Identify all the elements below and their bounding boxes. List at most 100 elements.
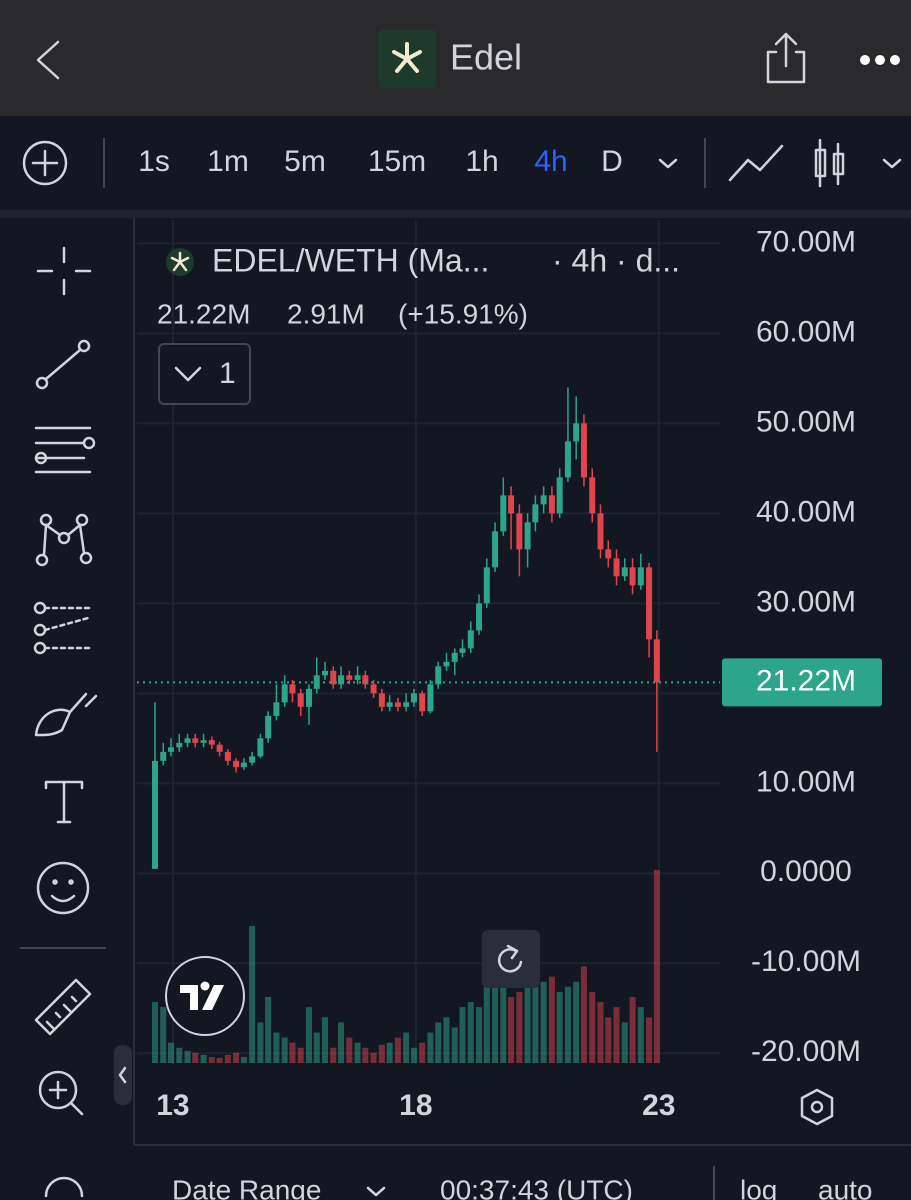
log-toggle[interactable]: log	[740, 1174, 777, 1200]
candle-body	[492, 531, 499, 568]
trend-line-tool[interactable]	[35, 339, 91, 390]
tv-logo[interactable]	[165, 956, 245, 1036]
x-tick-label: 18	[399, 1089, 432, 1122]
volume-bar	[516, 991, 523, 1063]
interval-button[interactable]: 5m	[284, 145, 326, 178]
tv-logo-mark	[180, 985, 224, 1010]
candle-body	[354, 675, 361, 680]
volume-bar	[281, 1037, 288, 1063]
volume-bar	[573, 981, 580, 1063]
candle-body	[305, 688, 312, 707]
crosshair-tool[interactable]	[36, 246, 92, 296]
candle-body	[322, 670, 329, 676]
date-range-button[interactable]: Date Range	[172, 1174, 321, 1200]
text-tool[interactable]	[44, 780, 84, 824]
more-tool[interactable]	[44, 1176, 84, 1198]
volume-bar	[443, 1017, 450, 1063]
x-tick-label: 13	[156, 1089, 189, 1122]
volume-bar	[476, 1007, 483, 1063]
volume-bar	[216, 1057, 223, 1063]
candle-body	[508, 495, 515, 514]
volume-bar	[330, 1047, 337, 1063]
pane-button[interactable]	[158, 343, 251, 405]
candle-body	[524, 522, 531, 550]
candle-body	[233, 760, 240, 768]
chart-type-dropdown[interactable]	[882, 158, 902, 169]
more-button[interactable]	[860, 55, 900, 65]
interval-button[interactable]: 1s	[138, 145, 170, 178]
interval-button[interactable]: 1h	[465, 145, 498, 178]
candle-body	[176, 742, 183, 748]
volume-bar	[322, 1017, 329, 1063]
collapse-tab[interactable]	[114, 1045, 132, 1105]
candle-body	[192, 738, 199, 743]
candle-body	[240, 762, 247, 768]
interval-button[interactable]: 15m	[368, 145, 426, 178]
reset-icon	[497, 944, 523, 973]
candle-body	[589, 477, 596, 514]
ruler-tool[interactable]	[34, 978, 92, 1036]
volume-bar	[257, 1022, 264, 1063]
volume-bar	[629, 996, 636, 1063]
volume-bar	[233, 1052, 240, 1063]
candle-body	[224, 751, 231, 761]
candle-body	[483, 567, 490, 604]
volume-bar	[605, 1017, 612, 1063]
emoji-tool[interactable]	[36, 861, 90, 915]
interval-button[interactable]: 4h	[534, 145, 567, 178]
candle-body	[451, 652, 458, 662]
volume-bar	[564, 986, 571, 1063]
y-tick-label: 0.0000	[760, 855, 852, 888]
volume-bar	[508, 996, 515, 1063]
volume-bar	[419, 1042, 426, 1063]
volume-bar	[394, 1037, 401, 1063]
settings-button[interactable]	[800, 1088, 834, 1126]
candle-body	[394, 702, 401, 707]
candle-body	[216, 744, 223, 752]
volume-bar	[378, 1044, 385, 1063]
candle-body	[605, 549, 612, 559]
auto-toggle[interactable]: auto	[818, 1174, 873, 1200]
horizontal-lines-tool[interactable]	[34, 426, 96, 474]
candle-body	[621, 567, 628, 577]
candle-body	[386, 702, 393, 707]
y-tick-label: 30.00M	[756, 585, 856, 618]
volume-bar	[589, 991, 596, 1063]
candle-body	[435, 666, 442, 685]
candle-body	[289, 684, 296, 694]
candle-body	[564, 441, 571, 478]
y-tick-label: 10.00M	[756, 765, 856, 798]
candle-body	[410, 693, 417, 703]
line-chart-button[interactable]	[728, 144, 784, 182]
volume-bar	[362, 1047, 369, 1063]
share-button[interactable]	[766, 32, 806, 84]
candle-body	[370, 684, 377, 694]
add-indicator-button[interactable]	[22, 140, 68, 186]
interval-button[interactable]: D	[601, 145, 623, 178]
interval-button[interactable]: 1m	[207, 145, 249, 178]
reset-button[interactable]	[482, 930, 540, 988]
token-icon-leaves	[392, 42, 422, 73]
candle-body	[297, 693, 304, 707]
volume-bar	[249, 925, 256, 1063]
header-title: Edel	[450, 37, 522, 78]
prediction-tool[interactable]	[33, 601, 92, 655]
volume-bar	[273, 1032, 280, 1063]
candle-chart-button[interactable]	[814, 138, 845, 188]
pattern-tool[interactable]	[35, 513, 93, 567]
volume-bar	[451, 1027, 458, 1063]
interval-dropdown[interactable]	[658, 158, 678, 169]
zoom-tool[interactable]	[38, 1070, 84, 1116]
candle-body	[548, 495, 555, 514]
volume-bar	[653, 870, 660, 1063]
candle-body	[597, 513, 604, 550]
back-button[interactable]	[36, 40, 60, 80]
volume-bar	[492, 961, 499, 1063]
candle-body	[257, 738, 264, 757]
brush-tool[interactable]	[34, 692, 98, 737]
candle-body	[459, 648, 466, 653]
candle-body	[168, 747, 175, 752]
candle-body	[184, 738, 191, 743]
candle-body	[556, 477, 563, 514]
